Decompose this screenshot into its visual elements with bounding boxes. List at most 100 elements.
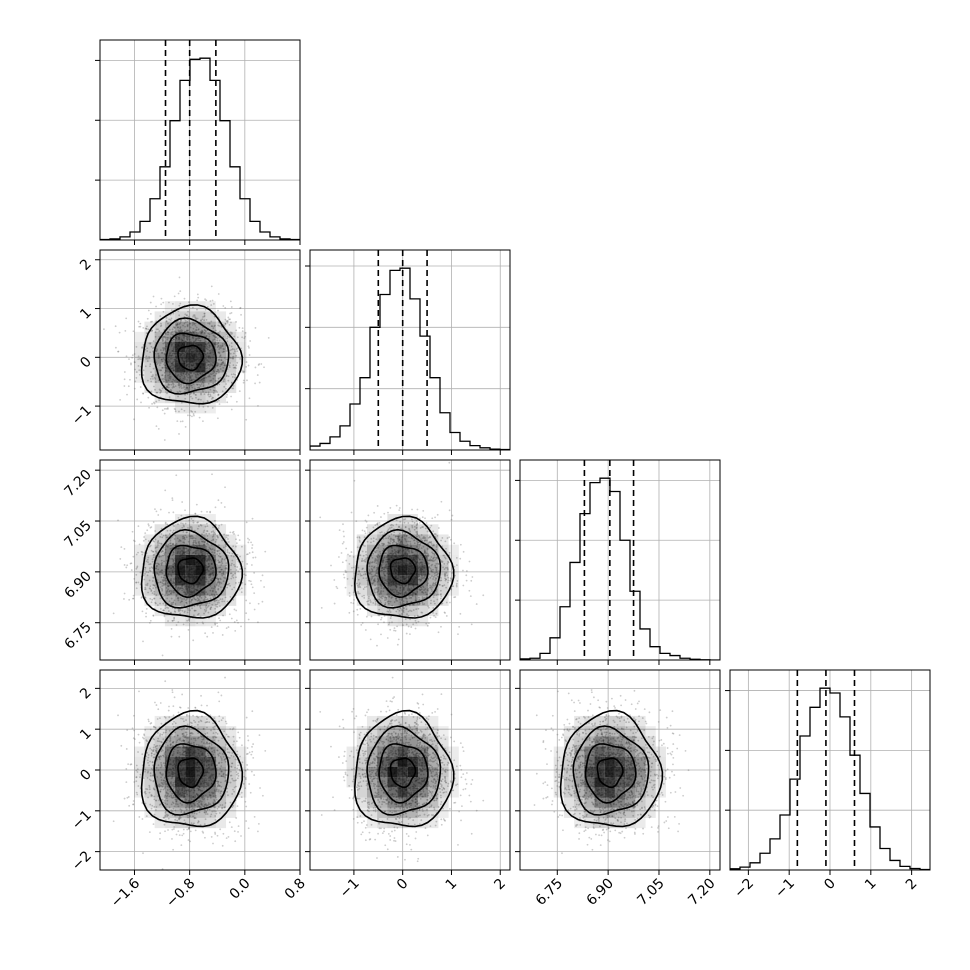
scatter-point	[166, 523, 169, 526]
scatter-point	[369, 638, 372, 641]
scatter-point	[240, 591, 243, 594]
scatter-point	[195, 328, 197, 331]
scatter-point	[437, 562, 439, 565]
scatter-point	[135, 345, 138, 348]
scatter-point	[422, 591, 425, 594]
scatter-point	[157, 328, 159, 331]
scatter-point	[419, 527, 422, 529]
scatter-point	[235, 400, 238, 403]
panel-frame	[519, 459, 721, 661]
scatter-point	[435, 569, 438, 572]
scatter-point	[204, 610, 207, 613]
scatter-point	[163, 335, 166, 338]
scatter-point	[179, 319, 182, 321]
scatter-point	[157, 539, 160, 542]
scatter-point	[230, 577, 233, 580]
scatter-point	[146, 558, 149, 561]
scatter-point	[229, 312, 231, 315]
scatter-point	[201, 540, 204, 543]
scatter-point	[417, 541, 420, 544]
scatter-point	[158, 571, 161, 574]
scatter-point	[212, 396, 214, 399]
scatter-point	[170, 389, 173, 392]
scatter-point	[152, 576, 155, 579]
density-cell	[144, 362, 155, 373]
scatter-point	[167, 336, 170, 339]
density-cell	[144, 595, 155, 606]
scatter-point	[182, 623, 185, 626]
scatter-point	[234, 373, 237, 376]
scatter-point	[157, 540, 159, 543]
scatter-point	[179, 420, 182, 423]
scatter-point	[153, 590, 156, 593]
scatter-point	[232, 357, 235, 360]
scatter-point	[222, 362, 225, 365]
scatter-point	[178, 609, 181, 612]
scatter-point	[376, 591, 379, 594]
scatter-point	[366, 600, 369, 603]
density-cell	[185, 534, 196, 545]
scatter-point	[394, 535, 397, 537]
scatter-point	[189, 393, 191, 396]
scatter-point	[398, 526, 400, 529]
scatter-point	[223, 576, 225, 579]
scatter-point	[436, 575, 439, 578]
scatter-point	[215, 336, 218, 339]
scatter-point	[150, 390, 153, 393]
scatter-point	[214, 541, 217, 543]
scatter-point	[196, 317, 199, 320]
scatter-point	[230, 373, 233, 376]
scatter-point	[146, 582, 149, 585]
scatter-point	[126, 564, 129, 567]
scatter-point	[161, 374, 163, 377]
scatter-point	[444, 575, 447, 577]
scatter-point	[154, 601, 157, 604]
scatter-point	[190, 537, 193, 540]
scatter-point	[186, 324, 189, 327]
scatter-point	[448, 536, 451, 539]
scatter-point	[163, 615, 166, 618]
scatter-point	[393, 534, 395, 536]
scatter-point	[222, 347, 225, 350]
density-cell	[205, 575, 216, 586]
scatter-point	[169, 580, 172, 583]
scatter-point	[156, 542, 159, 544]
density-cell	[134, 565, 145, 576]
scatter-point	[161, 562, 164, 564]
scatter-point	[396, 608, 399, 611]
scatter-point	[361, 568, 364, 570]
scatter-point	[417, 620, 420, 623]
scatter-point	[419, 543, 421, 546]
scatter-point	[218, 325, 221, 327]
density-cell	[144, 575, 155, 586]
scatter-point	[200, 331, 203, 334]
scatter-point	[187, 540, 190, 543]
scatter-point	[365, 577, 368, 580]
scatter-point	[224, 323, 227, 325]
scatter-point	[401, 536, 404, 539]
scatter-point	[388, 621, 391, 624]
y-tick-label: −1	[69, 403, 95, 429]
scatter-point	[200, 332, 202, 335]
scatter-point	[183, 541, 186, 544]
scatter-point	[209, 300, 212, 302]
y-tick-label: 6.75	[61, 619, 94, 652]
scatter-point	[157, 427, 160, 430]
scatter-point	[148, 579, 151, 582]
scatter-point	[123, 385, 126, 387]
scatter-point	[417, 534, 420, 537]
scatter-point	[348, 611, 351, 614]
scatter-point	[208, 374, 211, 377]
scatter-point	[149, 526, 152, 529]
scatter-point	[175, 474, 178, 477]
scatter-point	[251, 547, 253, 549]
scatter-point	[203, 315, 206, 318]
scatter-point	[198, 595, 201, 598]
scatter-point	[171, 554, 174, 557]
scatter-point	[418, 546, 421, 548]
scatter-point	[469, 595, 472, 598]
scatter-point	[167, 588, 170, 591]
scatter-point	[211, 551, 214, 554]
scatter-point	[197, 383, 199, 386]
scatter-point	[147, 524, 150, 527]
